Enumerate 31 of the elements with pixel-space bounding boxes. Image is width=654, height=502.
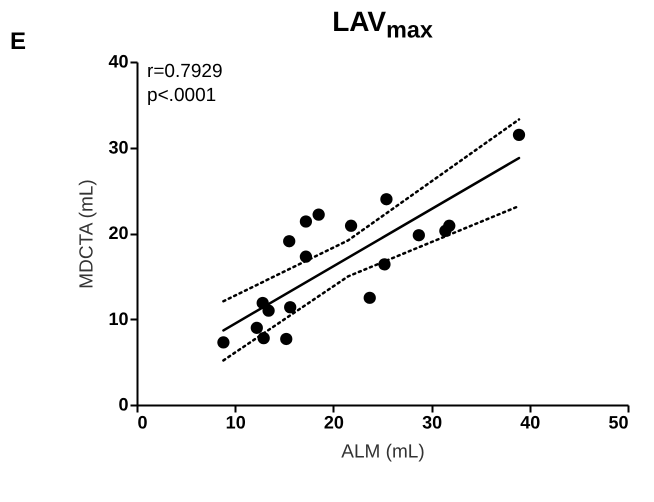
point [344, 220, 358, 232]
point [512, 128, 526, 141]
x-tick-label: 0 [138, 412, 148, 432]
point [312, 208, 325, 221]
point [217, 336, 230, 349]
point [280, 332, 292, 346]
x-tick-label: 50 [608, 412, 628, 432]
y-tick-label: 40 [108, 52, 128, 72]
x-axis-title: ALM (mL) [341, 442, 425, 462]
y-tick-label: 0 [118, 394, 128, 414]
point [443, 220, 456, 232]
y-tick-label: 10 [108, 308, 128, 329]
point [300, 215, 312, 228]
chart-title: LAV$_{max}$ [331, 6, 434, 44]
y-axis-title: MDCTA (mL) [76, 179, 98, 289]
point [412, 229, 425, 242]
y-tick-label: 30 [108, 137, 128, 158]
point [364, 292, 376, 304]
annotation: r=0.7929 [147, 61, 223, 82]
point [380, 193, 393, 206]
x-tick-label: 10 [226, 412, 246, 432]
annotation: p<.0001 [147, 85, 216, 106]
point [284, 301, 296, 314]
text: E [10, 28, 26, 56]
y-tick-label: 20 [108, 223, 128, 243]
x-tick-label: 40 [520, 412, 540, 432]
point [250, 322, 263, 334]
x-tick-label: 30 [422, 412, 442, 432]
point [283, 235, 296, 248]
point [262, 304, 275, 317]
x-tick-label: 20 [324, 412, 344, 432]
